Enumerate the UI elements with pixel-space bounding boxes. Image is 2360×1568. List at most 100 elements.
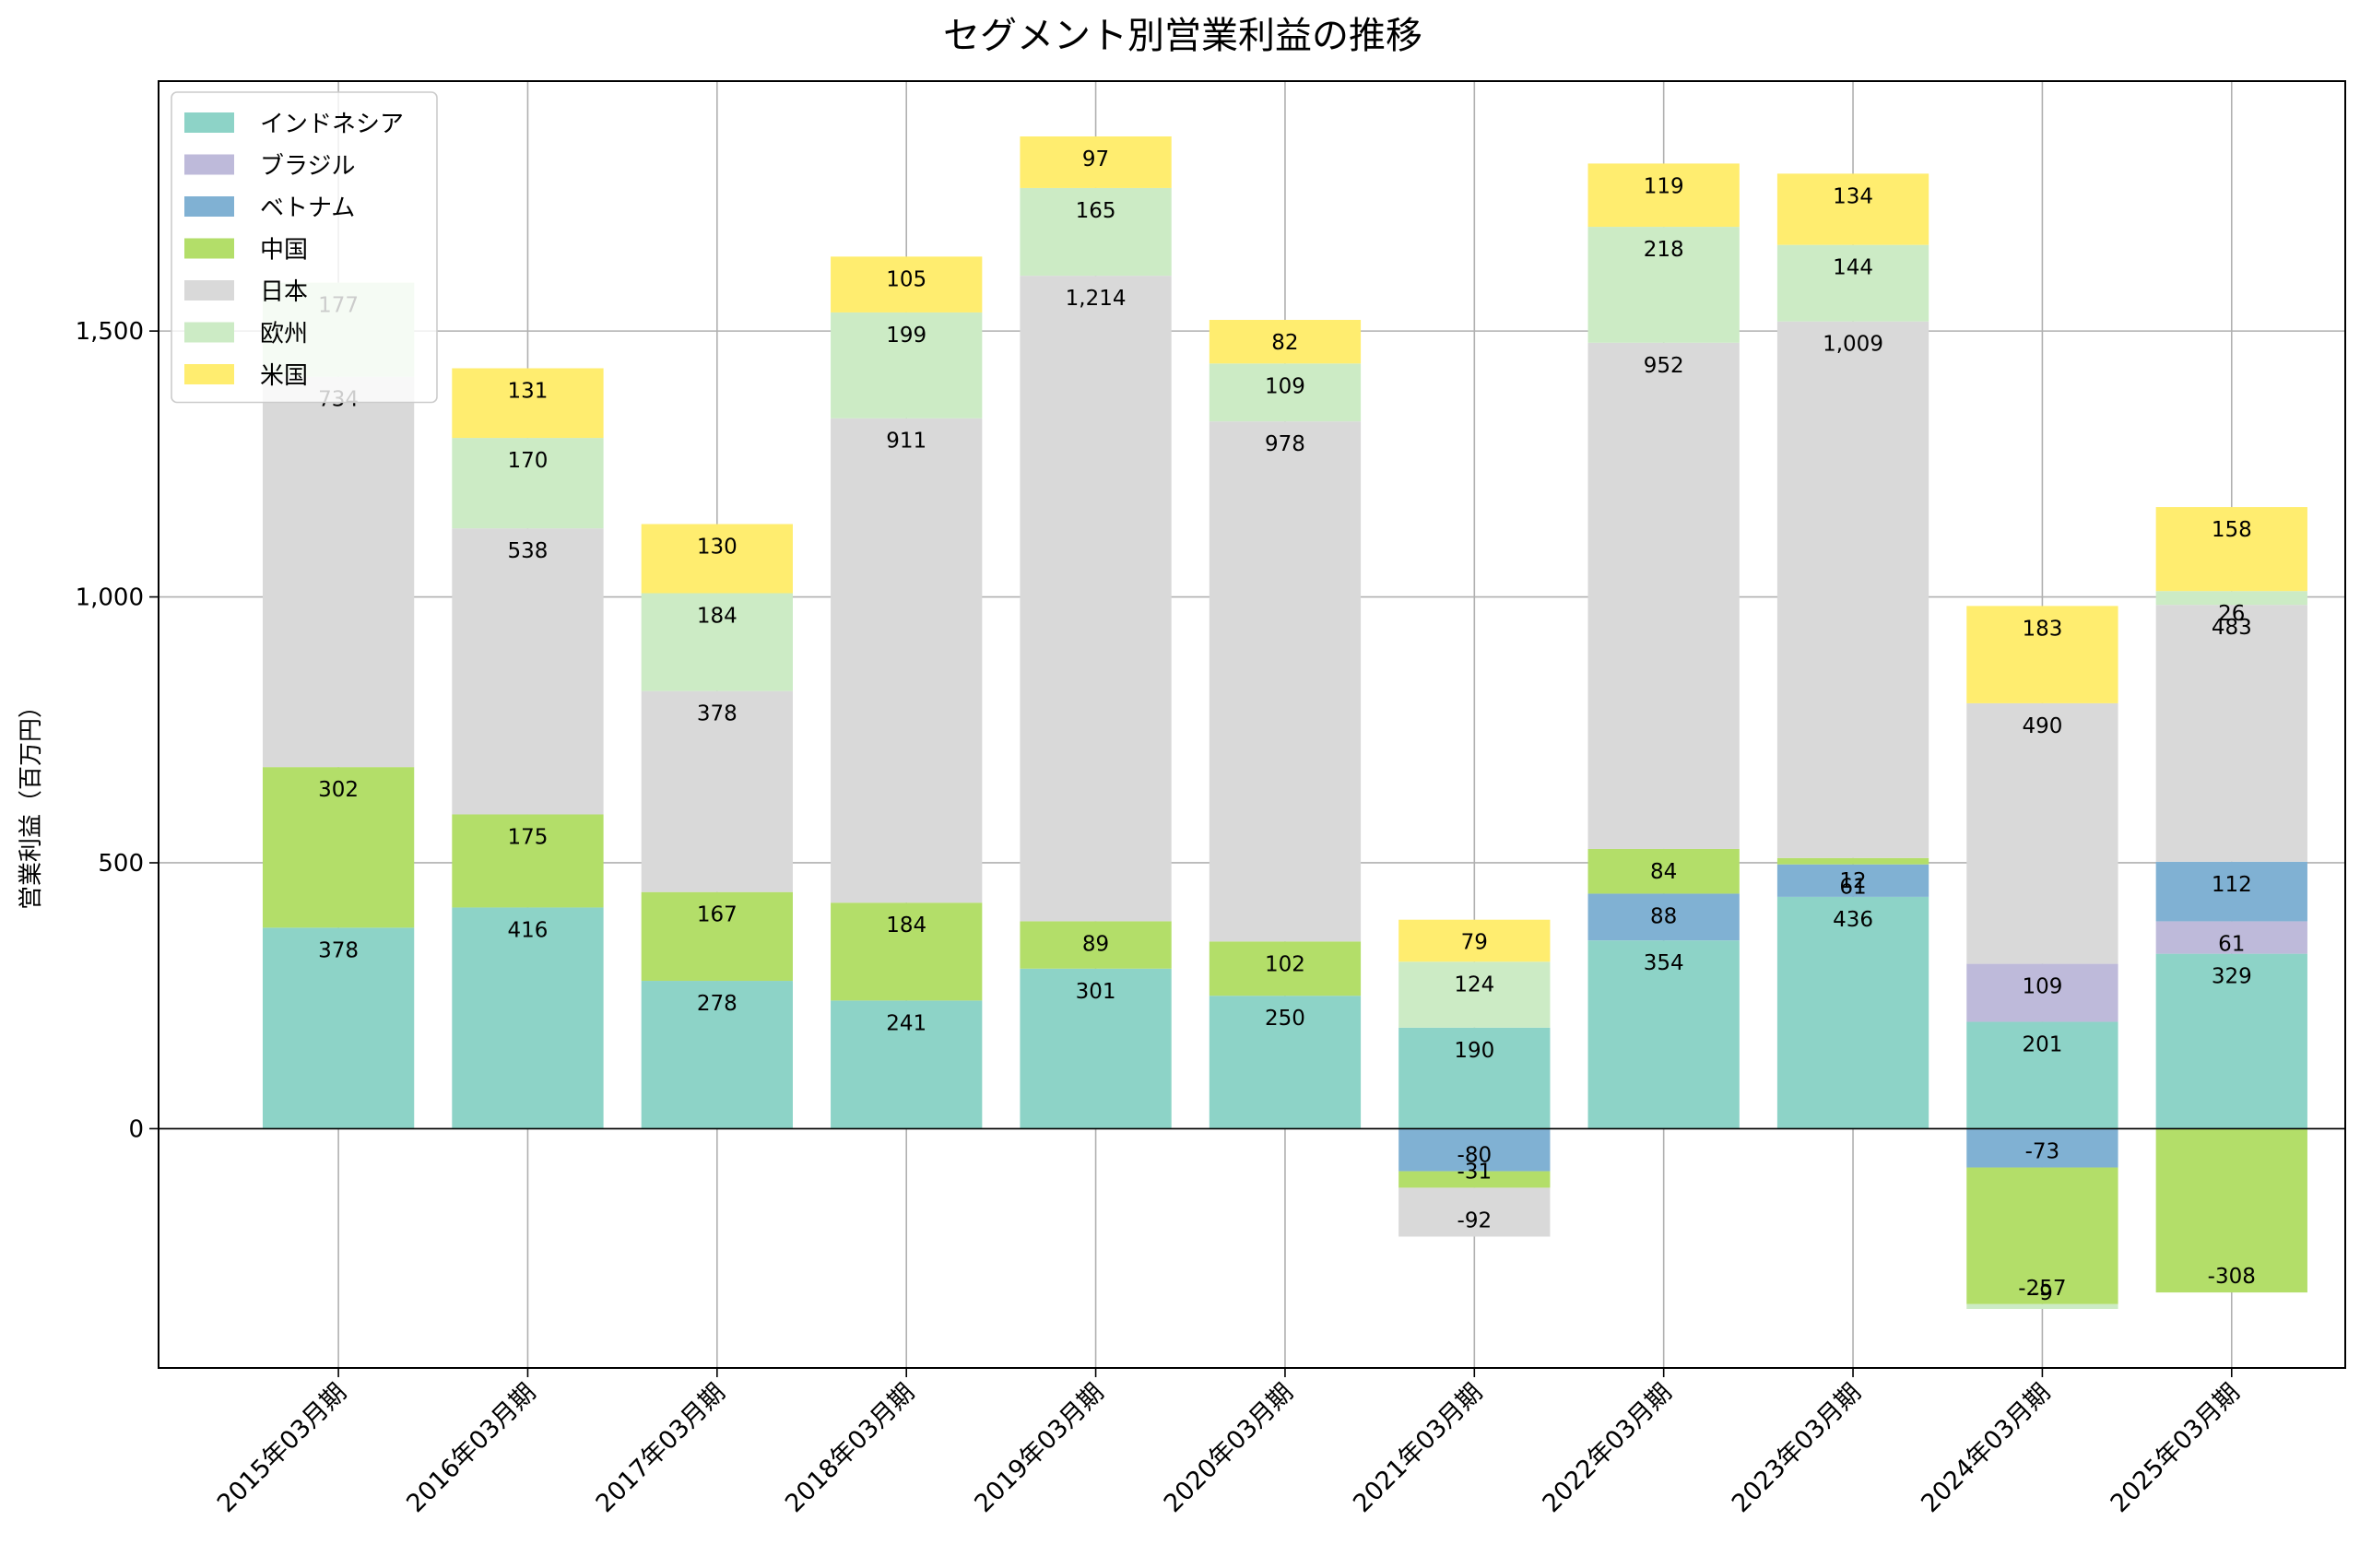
bar-value-label: 184 [886,914,926,937]
bar-value-label: 354 [1644,951,1684,975]
bar-value-label: 483 [2212,616,2252,640]
y-tick-label: 0 [128,1115,144,1143]
bar-segment [641,981,793,1129]
bar-segment [2155,921,2307,954]
bar-segment [1966,702,2118,964]
bar-segment [641,891,793,982]
bar-segment [831,1000,983,1129]
bar-value-label: -80 [1457,1144,1493,1168]
bar-value-label: 170 [508,449,549,473]
legend-swatch [184,322,234,343]
bar-value-label: 105 [886,267,926,291]
bar-segment [831,312,983,419]
legend-swatch [184,280,234,301]
bar-segment [452,368,604,439]
bar-segment [262,767,415,928]
bar-segment [1966,1021,2118,1129]
bar-value-label: 109 [1265,374,1305,398]
bar-value-label: 144 [1833,256,1873,280]
y-axis-label: 営業利益（百万円） [18,694,45,910]
bars [262,136,2307,1309]
bar-segment [2155,507,2307,592]
bar-value-label: 301 [1076,980,1116,1004]
bar-segment [1776,896,1929,1129]
legend-box [171,91,438,404]
bar-value-label: 436 [1833,908,1873,932]
bar-segment [1209,363,1362,422]
legend-label: 米国 [260,362,308,390]
bar-value-label: 134 [1833,184,1873,208]
bar-segment [1209,996,1362,1129]
legend-label: 日本 [260,278,308,306]
bar-segment [1020,968,1172,1129]
bar-value-label: 102 [1265,952,1305,976]
bar-value-label: 79 [1461,931,1488,955]
legend-swatch [184,364,234,384]
legend-swatch [184,238,234,259]
bar-value-label: 175 [508,825,549,849]
bar-value-label: -92 [1457,1209,1493,1233]
y-tick-label: 1,000 [76,584,144,612]
bar-value-label: 490 [2022,714,2062,738]
bar-value-label: 89 [1082,932,1109,956]
bar-value-label: 190 [1454,1039,1494,1063]
bar-value-label: 158 [2212,518,2252,542]
bar-segment [1587,940,1740,1129]
bar-value-label: 12 [1839,869,1866,893]
bar-segment [1776,321,1929,858]
bar-segment [1776,173,1929,245]
bar-segment [1966,963,2118,1022]
bar-segment [831,418,983,903]
bar-value-label: 199 [886,324,926,348]
bar-segment [641,593,793,691]
bar-segment [452,814,604,908]
bar-value-label: 88 [1650,904,1677,928]
bar-segment [1398,961,1551,1028]
bar-segment [1209,421,1362,942]
bar-value-label: -308 [2208,1265,2256,1289]
legend-swatch [184,154,234,175]
chart-title: セグメント別営業利益の推移 [943,15,1422,57]
bar-segment [452,528,604,815]
bar-value-label: 183 [2022,617,2062,641]
bar-segment [1020,136,1172,188]
bar-segment [1398,1171,1551,1188]
bar-value-label: 26 [2218,602,2245,626]
bar-value-label: 167 [697,903,738,927]
axes [149,80,2346,1377]
bar-segment [1587,227,1740,343]
y-tick-label: 500 [98,850,144,878]
bar-value-label: -257 [2018,1277,2066,1301]
bar-value-label: 250 [1265,1007,1305,1031]
bar-segment [262,927,415,1129]
bar-value-label: 378 [697,702,738,726]
bar-segment [1966,1167,2118,1304]
bar-segment [1020,276,1172,922]
bar-value-label: 978 [1265,432,1305,456]
bar-value-label: 184 [697,605,738,629]
bar-segment [1398,919,1551,962]
bar-segment [641,524,793,594]
bar-labels: 3783027341774161755381701312781673781841… [318,147,2256,1305]
bar-value-label: 911 [886,430,926,454]
bar-segment [1398,1128,1551,1172]
bar-segment [2155,953,2307,1129]
y-tick-label: 1,500 [76,318,144,346]
bar-segment [452,907,604,1129]
bar-segment [2155,605,2307,862]
legend-label: インドネシア [260,111,404,138]
bar-value-label: 165 [1076,199,1116,223]
bar-value-label: 124 [1454,973,1494,996]
bar-value-label: 241 [886,1011,926,1035]
bar-value-label: 84 [1650,860,1677,884]
bar-value-label: 302 [318,778,359,802]
bar-value-label: 109 [2022,975,2062,999]
bar-value-label: 278 [697,992,738,1016]
bar-value-label: 130 [697,536,738,560]
plot-frame [158,80,2346,1369]
bar-segment [2155,591,2307,606]
bar-value-label: -9 [2032,1281,2053,1305]
bar-value-label: 201 [2022,1032,2062,1056]
